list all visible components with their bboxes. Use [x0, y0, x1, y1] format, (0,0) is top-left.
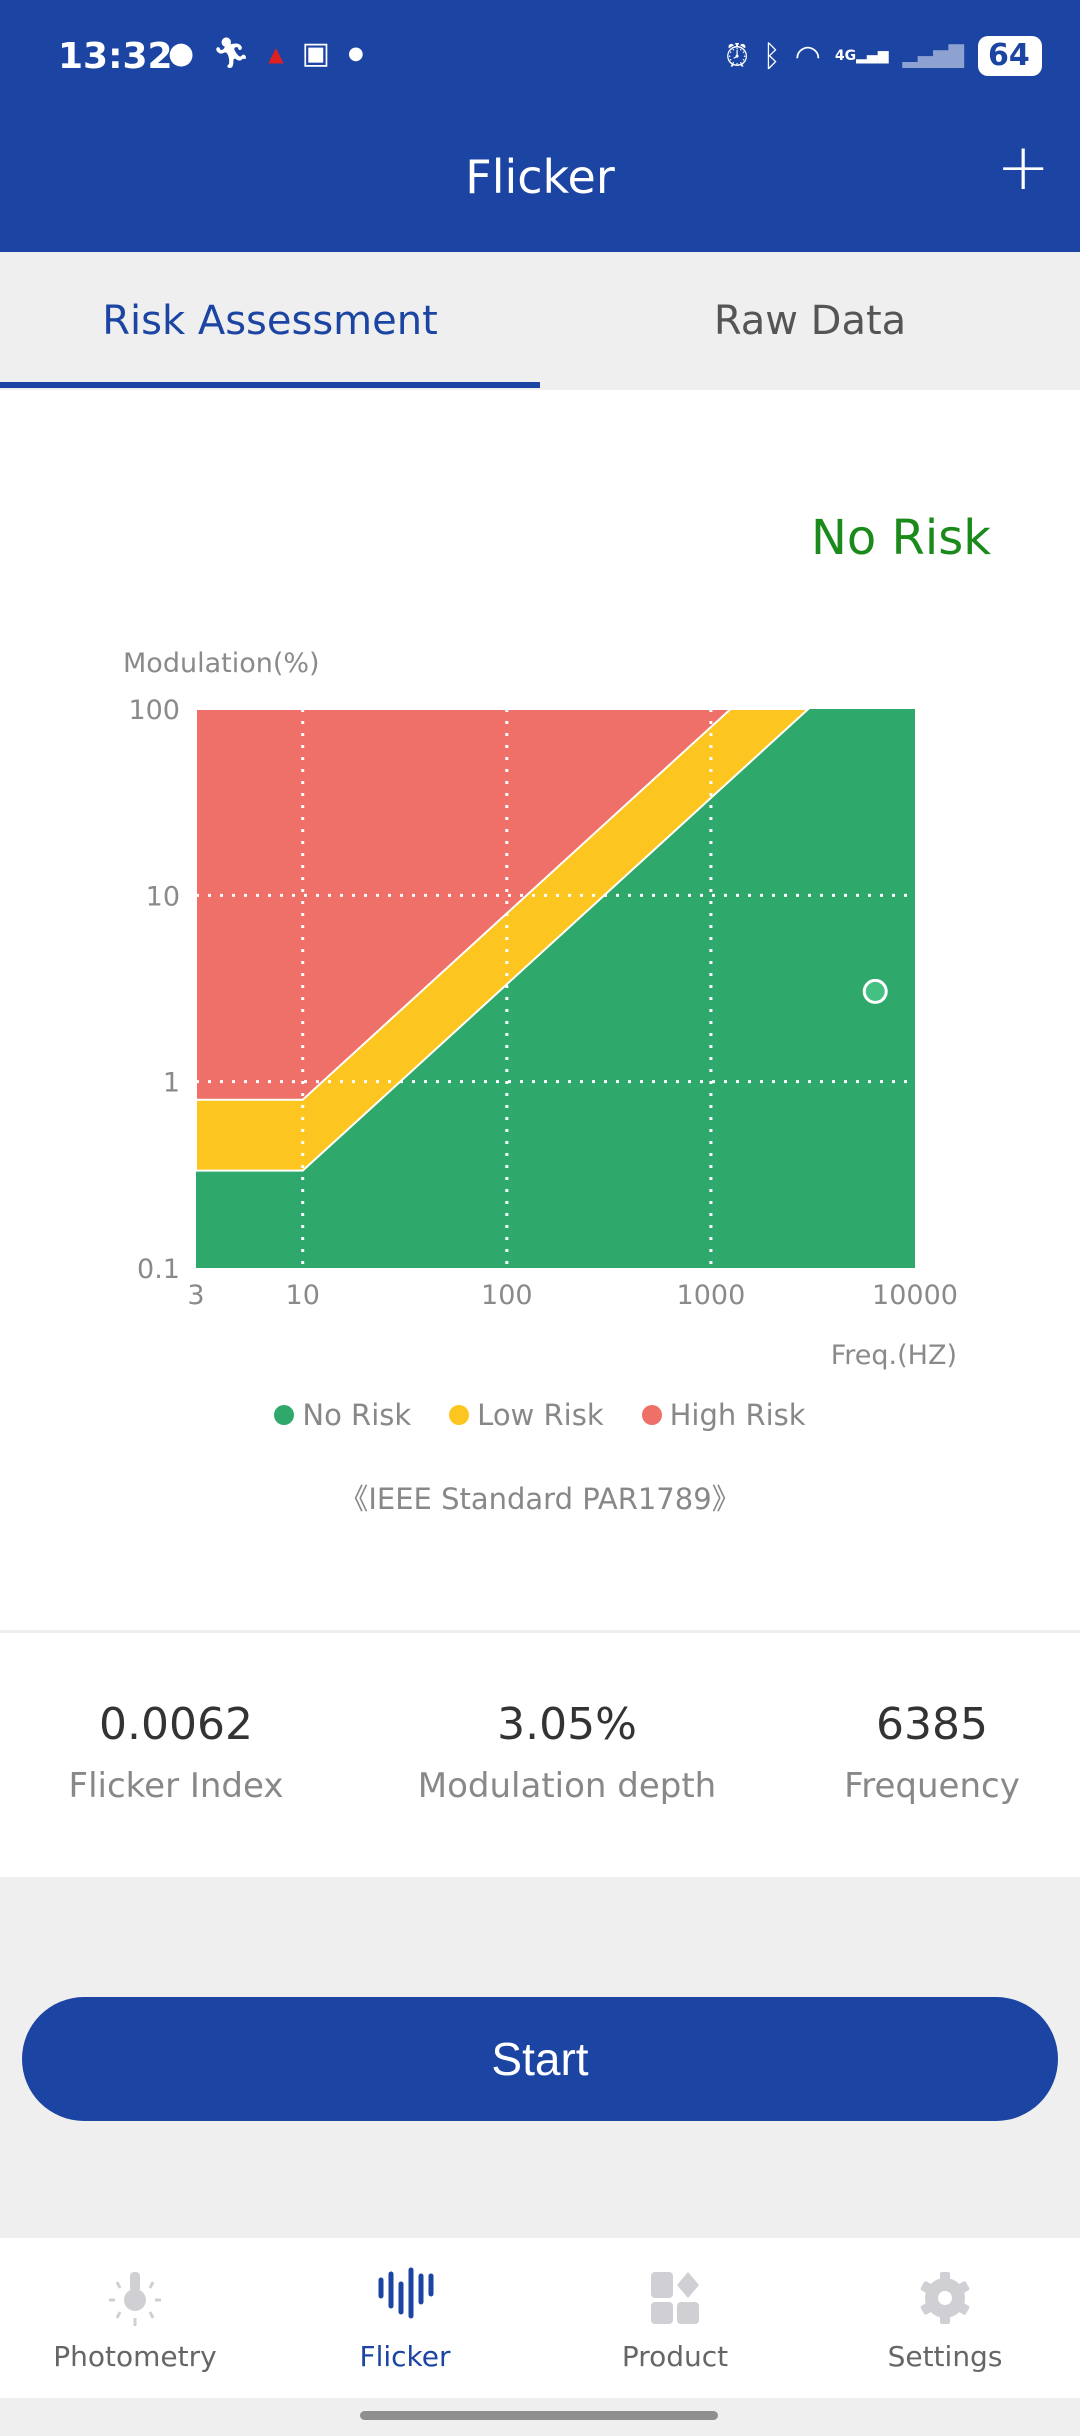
nav-flicker[interactable]: Flicker — [270, 2238, 540, 2398]
legend-label: Low Risk — [477, 1398, 604, 1432]
legend-label: No Risk — [302, 1398, 412, 1432]
risk-result: No Risk — [810, 510, 991, 566]
status-icons-right: ⏰︎ ᛒ ◠ 4G▂▄▆ ▂▄▆█ 64 — [725, 36, 1042, 76]
signal-icon-2: ▂▄▆█ — [902, 44, 964, 68]
legend-high-risk: High Risk — [641, 1398, 806, 1432]
x-tick-label: 10000 — [872, 1280, 958, 1311]
wifi-icon: ◠ — [794, 38, 821, 74]
tab-raw-data[interactable]: Raw Data — [713, 298, 907, 344]
bluetooth-icon: ᛒ — [762, 38, 781, 74]
region-high-risk — [195, 708, 734, 1101]
grid-icon — [651, 2272, 699, 2324]
running-icon: 🏃︎ — [212, 36, 251, 71]
network-type: 4G — [834, 48, 857, 64]
x-tick-label: 1000 — [677, 1280, 746, 1311]
stat-modulation-depth: 3.05% Modulation depth — [418, 1699, 716, 1806]
y-tick-label: 100 — [128, 695, 180, 726]
legend-low-risk: Low Risk — [449, 1398, 604, 1432]
x-tick-label: 3 — [187, 1280, 204, 1311]
stat-value: 6385 — [876, 1699, 988, 1750]
nav-product[interactable]: Product — [540, 2238, 810, 2398]
bottom-nav: Photometry Flicker Product Settings — [0, 2238, 1080, 2398]
signal-icon: 4G▂▄▆ — [834, 48, 889, 64]
plus-icon[interactable]: + — [996, 131, 1050, 205]
status-time: 13:32 — [58, 36, 173, 77]
stat-flicker-index: 0.0062 Flicker Index — [69, 1699, 284, 1806]
app-header: 13:32 ● 🏃︎ ▲ ▣ ● ⏰︎ ᛒ ◠ 4G▂▄▆ ▂▄▆█ 64 Fl… — [0, 0, 1080, 252]
x-tick-label: 100 — [481, 1280, 533, 1311]
home-indicator[interactable] — [360, 2411, 718, 2420]
x-tick-label: 10 — [286, 1280, 320, 1311]
chat-bubble-icon: ● — [168, 36, 195, 71]
nav-photometry[interactable]: Photometry — [0, 2238, 270, 2398]
measurement-point — [862, 978, 888, 1004]
stats-panel: 0.0062 Flicker Index 3.05% Modulation dept… — [0, 1631, 1080, 1877]
legend-dot — [641, 1405, 662, 1425]
standard-reference: 《IEEE Standard PAR1789》 — [339, 1482, 741, 1516]
stat-frequency: 6385 Frequency — [844, 1699, 1020, 1806]
stat-label: Flicker Index — [68, 1766, 284, 1806]
y-tick-label: 0.1 — [137, 1254, 180, 1285]
bulb-icon — [109, 2272, 161, 2326]
legend-no-risk: No Risk — [274, 1398, 411, 1432]
alarm-icon: ⏰︎ — [725, 38, 749, 74]
warning-triangle-icon: ▲ — [268, 41, 284, 66]
nav-settings[interactable]: Settings — [810, 2238, 1080, 2398]
waveform-icon — [378, 2267, 434, 2319]
stat-label: Modulation depth — [417, 1766, 717, 1806]
nav-label: Flicker — [359, 2340, 451, 2373]
legend-dot — [274, 1405, 295, 1425]
start-button[interactable]: Start — [22, 1997, 1058, 2121]
battery-icon: 64 — [978, 36, 1042, 76]
nav-label: Photometry — [53, 2340, 217, 2373]
legend-dot — [449, 1405, 470, 1425]
dot-icon: ● — [348, 43, 364, 64]
tab-bar: Risk Assessment Raw Data — [0, 252, 1080, 390]
flicker-risk-chart: Modulation(%) 3 10 100 1000 10000 100 10 1 0.1 F… — [123, 648, 958, 1371]
tab-risk-assessment[interactable]: Risk Assessment — [0, 252, 540, 390]
y-tick-label: 1 — [163, 1068, 180, 1099]
page-title: Flicker — [465, 150, 615, 204]
y-axis-label: Modulation(%) — [123, 648, 320, 679]
nav-label: Product — [621, 2340, 729, 2373]
x-axis-label: Freq.(HZ) — [831, 1340, 957, 1371]
legend-label: High Risk — [669, 1398, 806, 1432]
gift-icon: ▣ — [301, 36, 331, 71]
y-tick-label: 10 — [146, 881, 180, 912]
status-icons-left: ● 🏃︎ ▲ ▣ ● — [168, 36, 364, 71]
nav-label: Settings — [887, 2340, 1003, 2373]
stat-value: 3.05% — [497, 1699, 637, 1750]
stat-value: 0.0062 — [99, 1699, 253, 1750]
stat-label: Frequency — [844, 1766, 1020, 1806]
chart-legend: No Risk Low Risk High Risk — [0, 1398, 1080, 1432]
gear-icon — [920, 2272, 970, 2324]
